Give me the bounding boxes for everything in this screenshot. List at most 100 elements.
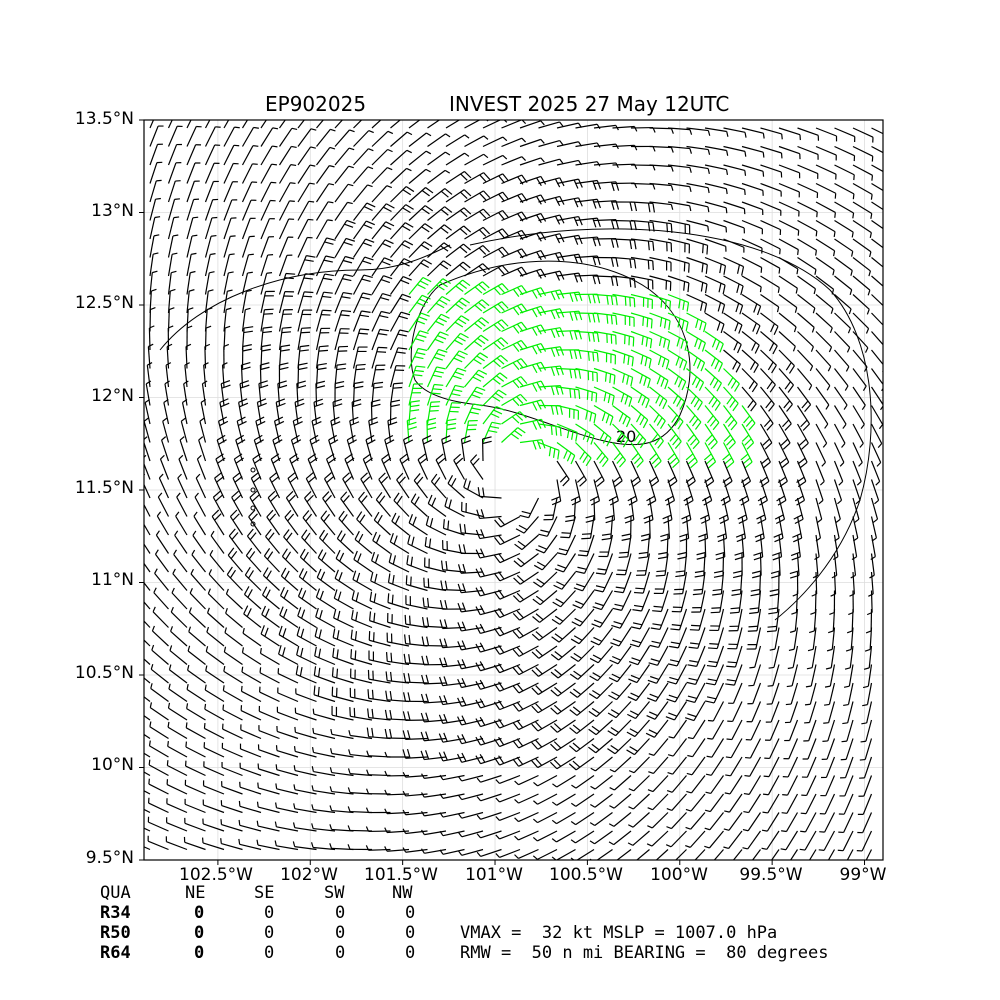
wind-barb: [198, 436, 207, 462]
wind-barb: [630, 460, 641, 488]
wind-barb: [279, 587, 299, 610]
wind-barb: [144, 620, 151, 628]
wind-barb: [667, 312, 689, 332]
wind-barb: [760, 294, 780, 313]
table-cell: 0: [194, 943, 205, 963]
wind-barb: [630, 164, 656, 171]
wind-barb: [204, 307, 213, 332]
wind-barb: [294, 726, 317, 740]
wind-barb: [423, 577, 447, 592]
wind-barb: [389, 347, 408, 369]
wind-barb: [789, 849, 799, 860]
lon-tick-label: 101°W: [465, 865, 523, 885]
wind-barb: [704, 238, 727, 252]
wind-barb: [149, 197, 161, 221]
wind-barb: [629, 627, 651, 648]
wind-barb: [550, 737, 576, 752]
wind-barb: [709, 608, 725, 632]
wind-barb: [626, 719, 650, 738]
wind-barb: [336, 530, 354, 554]
wind-barb: [862, 664, 873, 689]
wind-barb: [352, 292, 372, 314]
wind-barb: [514, 534, 539, 551]
wind-barb: [871, 164, 883, 173]
wind-barb: [482, 154, 508, 166]
wind-barb: [834, 331, 851, 353]
wind-barb: [630, 349, 652, 369]
wind-barb: [278, 145, 297, 166]
wind-barb: [862, 682, 873, 707]
wind-barb: [278, 272, 296, 295]
wind-barb: [575, 123, 601, 130]
wind-barb: [761, 830, 780, 850]
wind-barb: [475, 529, 502, 540]
wind-barb: [575, 553, 595, 574]
wind-barb: [669, 627, 688, 649]
wind-barb: [238, 800, 262, 814]
wind-barb: [749, 645, 762, 669]
wind-barb: [267, 490, 281, 517]
wind-barb: [384, 827, 410, 834]
wind-barb: [402, 847, 428, 853]
wind-barb: [442, 519, 465, 536]
wind-barb: [720, 479, 731, 506]
wind-barb: [705, 664, 725, 686]
wind-barb: [360, 472, 373, 499]
wind-barb: [533, 774, 558, 787]
wind-barb: [210, 530, 225, 554]
wind-barb: [649, 164, 674, 172]
wind-barb: [581, 516, 595, 540]
wind-barb: [369, 591, 391, 610]
wind-barb: [635, 849, 650, 860]
wind-barb: [256, 820, 280, 832]
wind-barb: [519, 287, 547, 299]
wind-barb: [833, 405, 847, 429]
wind-barb: [648, 442, 662, 469]
wind-barb: [799, 830, 817, 851]
wind-barb: [154, 549, 169, 573]
wind-barb: [684, 701, 706, 722]
wind-barb: [457, 734, 484, 745]
wind-barb: [279, 127, 298, 147]
wind-barb: [593, 238, 619, 248]
wind-barb: [493, 552, 521, 564]
wind-barb: [220, 819, 243, 832]
wind-barb: [609, 793, 632, 809]
wind-barb: [349, 416, 360, 443]
wind-barb: [593, 256, 619, 267]
wind-barb: [757, 479, 768, 506]
wind-barb: [464, 281, 490, 295]
wind-barb: [329, 824, 354, 832]
wind-barb: [408, 365, 426, 388]
wind-barb: [144, 771, 151, 777]
wind-barb: [857, 793, 873, 816]
wind-barb: [356, 511, 373, 536]
wind-barb: [475, 679, 502, 690]
wind-barb: [445, 243, 471, 258]
wind-barb: [316, 568, 336, 591]
wind-barb: [482, 421, 501, 443]
wind-barb: [852, 460, 862, 486]
wind-barb: [610, 627, 632, 647]
wind-barb: [205, 665, 225, 684]
wind-barb: [439, 619, 465, 630]
wind-barb: [759, 442, 771, 469]
rmw-stats: RMW = 50 n mi BEARING = 80 degrees: [460, 943, 829, 963]
wind-barb: [482, 389, 507, 406]
wind-barb: [214, 471, 225, 499]
wind-barbs: [144, 120, 883, 860]
wind-barb: [797, 127, 820, 141]
wind-barb: [686, 775, 706, 794]
wind-barb: [649, 405, 666, 429]
wind-barb: [612, 293, 636, 308]
wind-barb: [868, 571, 874, 597]
wind-barb: [630, 312, 653, 329]
wind-barb: [685, 830, 706, 848]
wind-barb: [320, 510, 336, 536]
wind-barb: [768, 590, 780, 615]
wind-barb: [512, 645, 539, 657]
wind-barb: [144, 733, 151, 739]
wind-barb: [778, 312, 797, 333]
wind-barb: [707, 719, 725, 740]
wind-barb: [334, 328, 350, 351]
